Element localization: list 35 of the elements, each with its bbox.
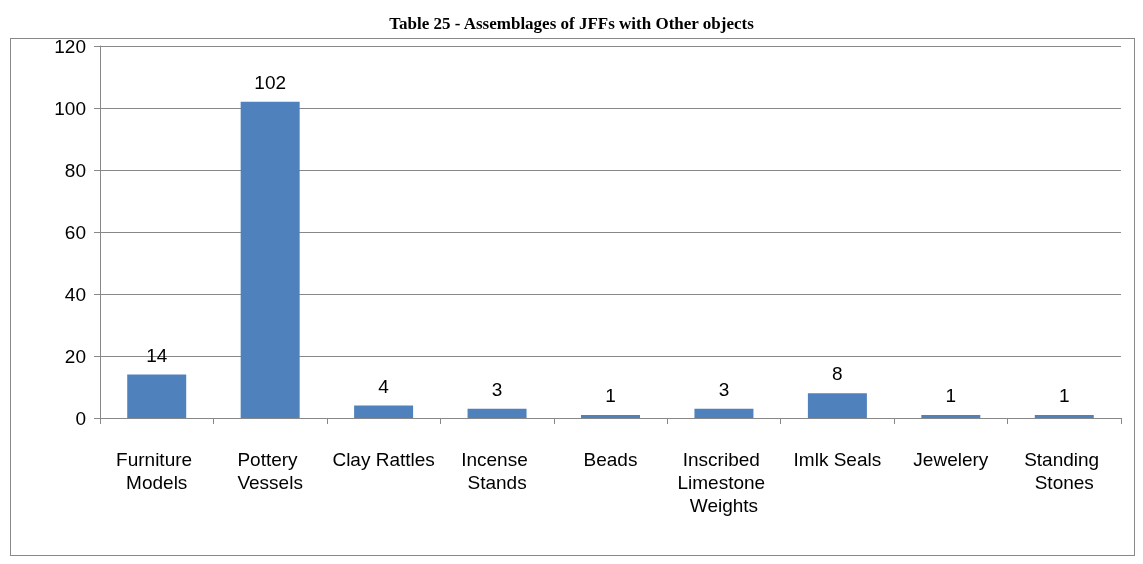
bar <box>240 101 300 418</box>
data-label: 8 <box>832 363 843 385</box>
bar <box>1034 414 1094 418</box>
x-tick-label: Clay Rattles <box>332 449 435 470</box>
x-tick-label: Jewelery <box>913 449 989 470</box>
data-label: 14 <box>146 344 168 366</box>
chart-title: Table 25 - Assemblages of JFFs with Other objects <box>389 14 755 33</box>
data-label: 1 <box>1058 384 1070 406</box>
y-tick-label: 40 <box>64 283 86 305</box>
bar <box>807 393 867 418</box>
bar <box>354 405 414 418</box>
x-tick-label: Standing Stones <box>1024 449 1105 493</box>
bar <box>921 414 981 418</box>
data-label: 102 <box>254 71 287 93</box>
x-tick-label: Furniture Models <box>116 449 198 493</box>
y-tick-label: 100 <box>54 97 86 119</box>
x-tick-label: Incense Stands <box>461 449 533 493</box>
data-label: 3 <box>718 378 730 400</box>
y-tick-label: 80 <box>64 159 86 181</box>
x-tick-label: Beads <box>583 449 638 470</box>
y-tick-label: 120 <box>54 35 86 57</box>
y-tick-label: 0 <box>75 407 86 429</box>
bar <box>467 408 527 418</box>
bar <box>127 374 187 418</box>
data-label: 3 <box>491 378 503 400</box>
bar <box>581 414 640 418</box>
data-label: 4 <box>378 375 390 397</box>
y-tick-label: 20 <box>64 345 86 367</box>
y-tick-label: 60 <box>64 221 86 243</box>
x-tick-label: Inscribed Limestone Weights <box>677 449 771 516</box>
data-label: 1 <box>945 384 957 406</box>
bar <box>694 408 754 418</box>
x-tick-label: Pottery Vessels <box>237 449 303 493</box>
data-label: 1 <box>605 384 616 406</box>
x-tick-label: Imlk Seals <box>793 449 882 470</box>
